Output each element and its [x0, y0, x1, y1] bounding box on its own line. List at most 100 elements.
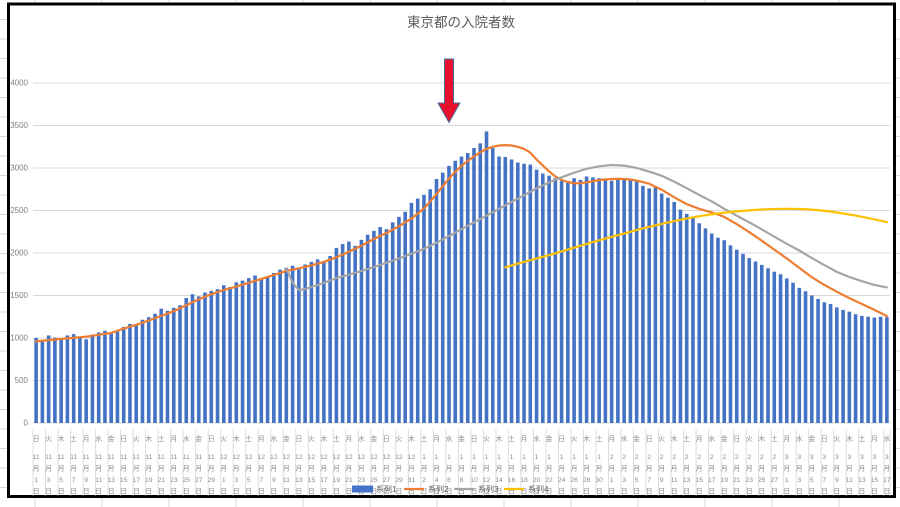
bar[interactable] [484, 131, 489, 423]
bar[interactable] [847, 311, 852, 423]
bar[interactable] [628, 179, 633, 423]
bar[interactable] [315, 259, 320, 423]
bar[interactable] [572, 178, 576, 423]
legend-item-3[interactable]: 系列3 [454, 484, 499, 494]
bar[interactable] [810, 295, 814, 424]
bar[interactable] [578, 179, 583, 423]
bar[interactable] [866, 316, 870, 423]
bar[interactable] [722, 240, 727, 423]
bar[interactable] [290, 265, 295, 423]
line-series-group[interactable] [34, 144, 889, 343]
legend-item-1[interactable]: 系列1 [352, 484, 397, 494]
bar[interactable] [115, 331, 120, 423]
bar[interactable] [566, 181, 570, 423]
bar[interactable] [703, 228, 708, 423]
bar[interactable] [497, 156, 501, 423]
bar[interactable] [240, 280, 245, 423]
bar[interactable] [591, 177, 595, 423]
bar[interactable] [71, 334, 76, 423]
bar[interactable] [515, 162, 520, 423]
bar[interactable] [378, 227, 382, 423]
bar[interactable] [753, 261, 758, 424]
bar[interactable] [196, 296, 201, 423]
bar[interactable] [709, 233, 714, 423]
bar[interactable] [465, 153, 470, 423]
bar[interactable] [121, 326, 126, 423]
bar[interactable] [372, 230, 376, 423]
bar[interactable] [146, 317, 151, 423]
bar[interactable] [53, 337, 57, 423]
bar[interactable] [772, 271, 777, 423]
bar[interactable] [647, 188, 651, 423]
legend-item-4[interactable]: 系列4 [504, 484, 549, 494]
bar[interactable] [503, 156, 508, 423]
bar[interactable] [96, 332, 101, 423]
bar[interactable] [828, 304, 833, 423]
bar[interactable] [228, 287, 232, 423]
bar[interactable] [816, 298, 820, 423]
bar[interactable] [247, 278, 251, 423]
bar[interactable] [253, 275, 257, 423]
bar[interactable] [78, 338, 82, 423]
bar[interactable] [328, 255, 332, 423]
x-axis[interactable]: 日11月1日火11月3日木11月5日土11月7日月11月9日水11月11日金11… [33, 434, 891, 496]
bar[interactable] [309, 261, 314, 423]
bar[interactable] [728, 245, 733, 423]
bar[interactable] [46, 335, 51, 423]
bar[interactable] [747, 258, 752, 423]
bar[interactable] [422, 194, 426, 423]
bar[interactable] [128, 323, 132, 423]
bar[interactable] [259, 279, 264, 423]
bar[interactable] [221, 285, 226, 423]
bar[interactable] [347, 241, 351, 423]
bar[interactable] [609, 180, 614, 423]
bar[interactable] [447, 165, 451, 423]
bar[interactable] [778, 274, 783, 423]
chart-title[interactable]: 東京都の入院者数 [407, 15, 515, 30]
bar[interactable] [541, 173, 545, 423]
bar[interactable] [490, 148, 495, 423]
bar[interactable] [265, 276, 270, 423]
line-series-4[interactable] [504, 207, 889, 269]
bar[interactable] [403, 211, 408, 423]
bar[interactable] [841, 309, 845, 423]
bar[interactable] [272, 272, 276, 423]
bar[interactable] [284, 267, 289, 423]
bar[interactable] [103, 330, 107, 423]
bar[interactable] [641, 185, 645, 423]
bar[interactable] [109, 333, 113, 423]
bar[interactable] [872, 317, 877, 423]
bar[interactable] [34, 338, 38, 423]
bar[interactable] [691, 217, 695, 423]
bar[interactable] [791, 282, 795, 423]
bar[interactable] [140, 319, 145, 423]
bar[interactable] [534, 169, 539, 423]
bar[interactable] [440, 172, 445, 423]
bar[interactable] [171, 307, 176, 423]
legend-item-2[interactable]: 系列2 [404, 484, 449, 494]
bar[interactable] [390, 222, 395, 423]
bar[interactable] [584, 176, 589, 424]
bar[interactable] [766, 268, 770, 423]
legend[interactable]: 系列1 系列2 系列3 系列4 [352, 484, 549, 494]
bar[interactable] [522, 163, 526, 423]
bar[interactable] [716, 237, 720, 423]
bar[interactable] [684, 213, 689, 423]
bar[interactable] [678, 209, 683, 423]
bar[interactable] [153, 313, 157, 423]
bar[interactable] [547, 175, 551, 423]
bar[interactable] [885, 317, 889, 423]
bar[interactable] [234, 282, 239, 423]
bar[interactable] [528, 164, 533, 423]
bar[interactable] [190, 294, 195, 423]
bar[interactable] [784, 278, 789, 424]
bar[interactable] [616, 179, 620, 423]
bar[interactable] [334, 247, 339, 423]
bar[interactable] [428, 189, 433, 423]
bar[interactable] [165, 310, 170, 423]
bar[interactable] [359, 239, 364, 423]
bar[interactable] [159, 308, 164, 423]
bar[interactable] [597, 178, 601, 423]
bar[interactable] [297, 267, 301, 423]
